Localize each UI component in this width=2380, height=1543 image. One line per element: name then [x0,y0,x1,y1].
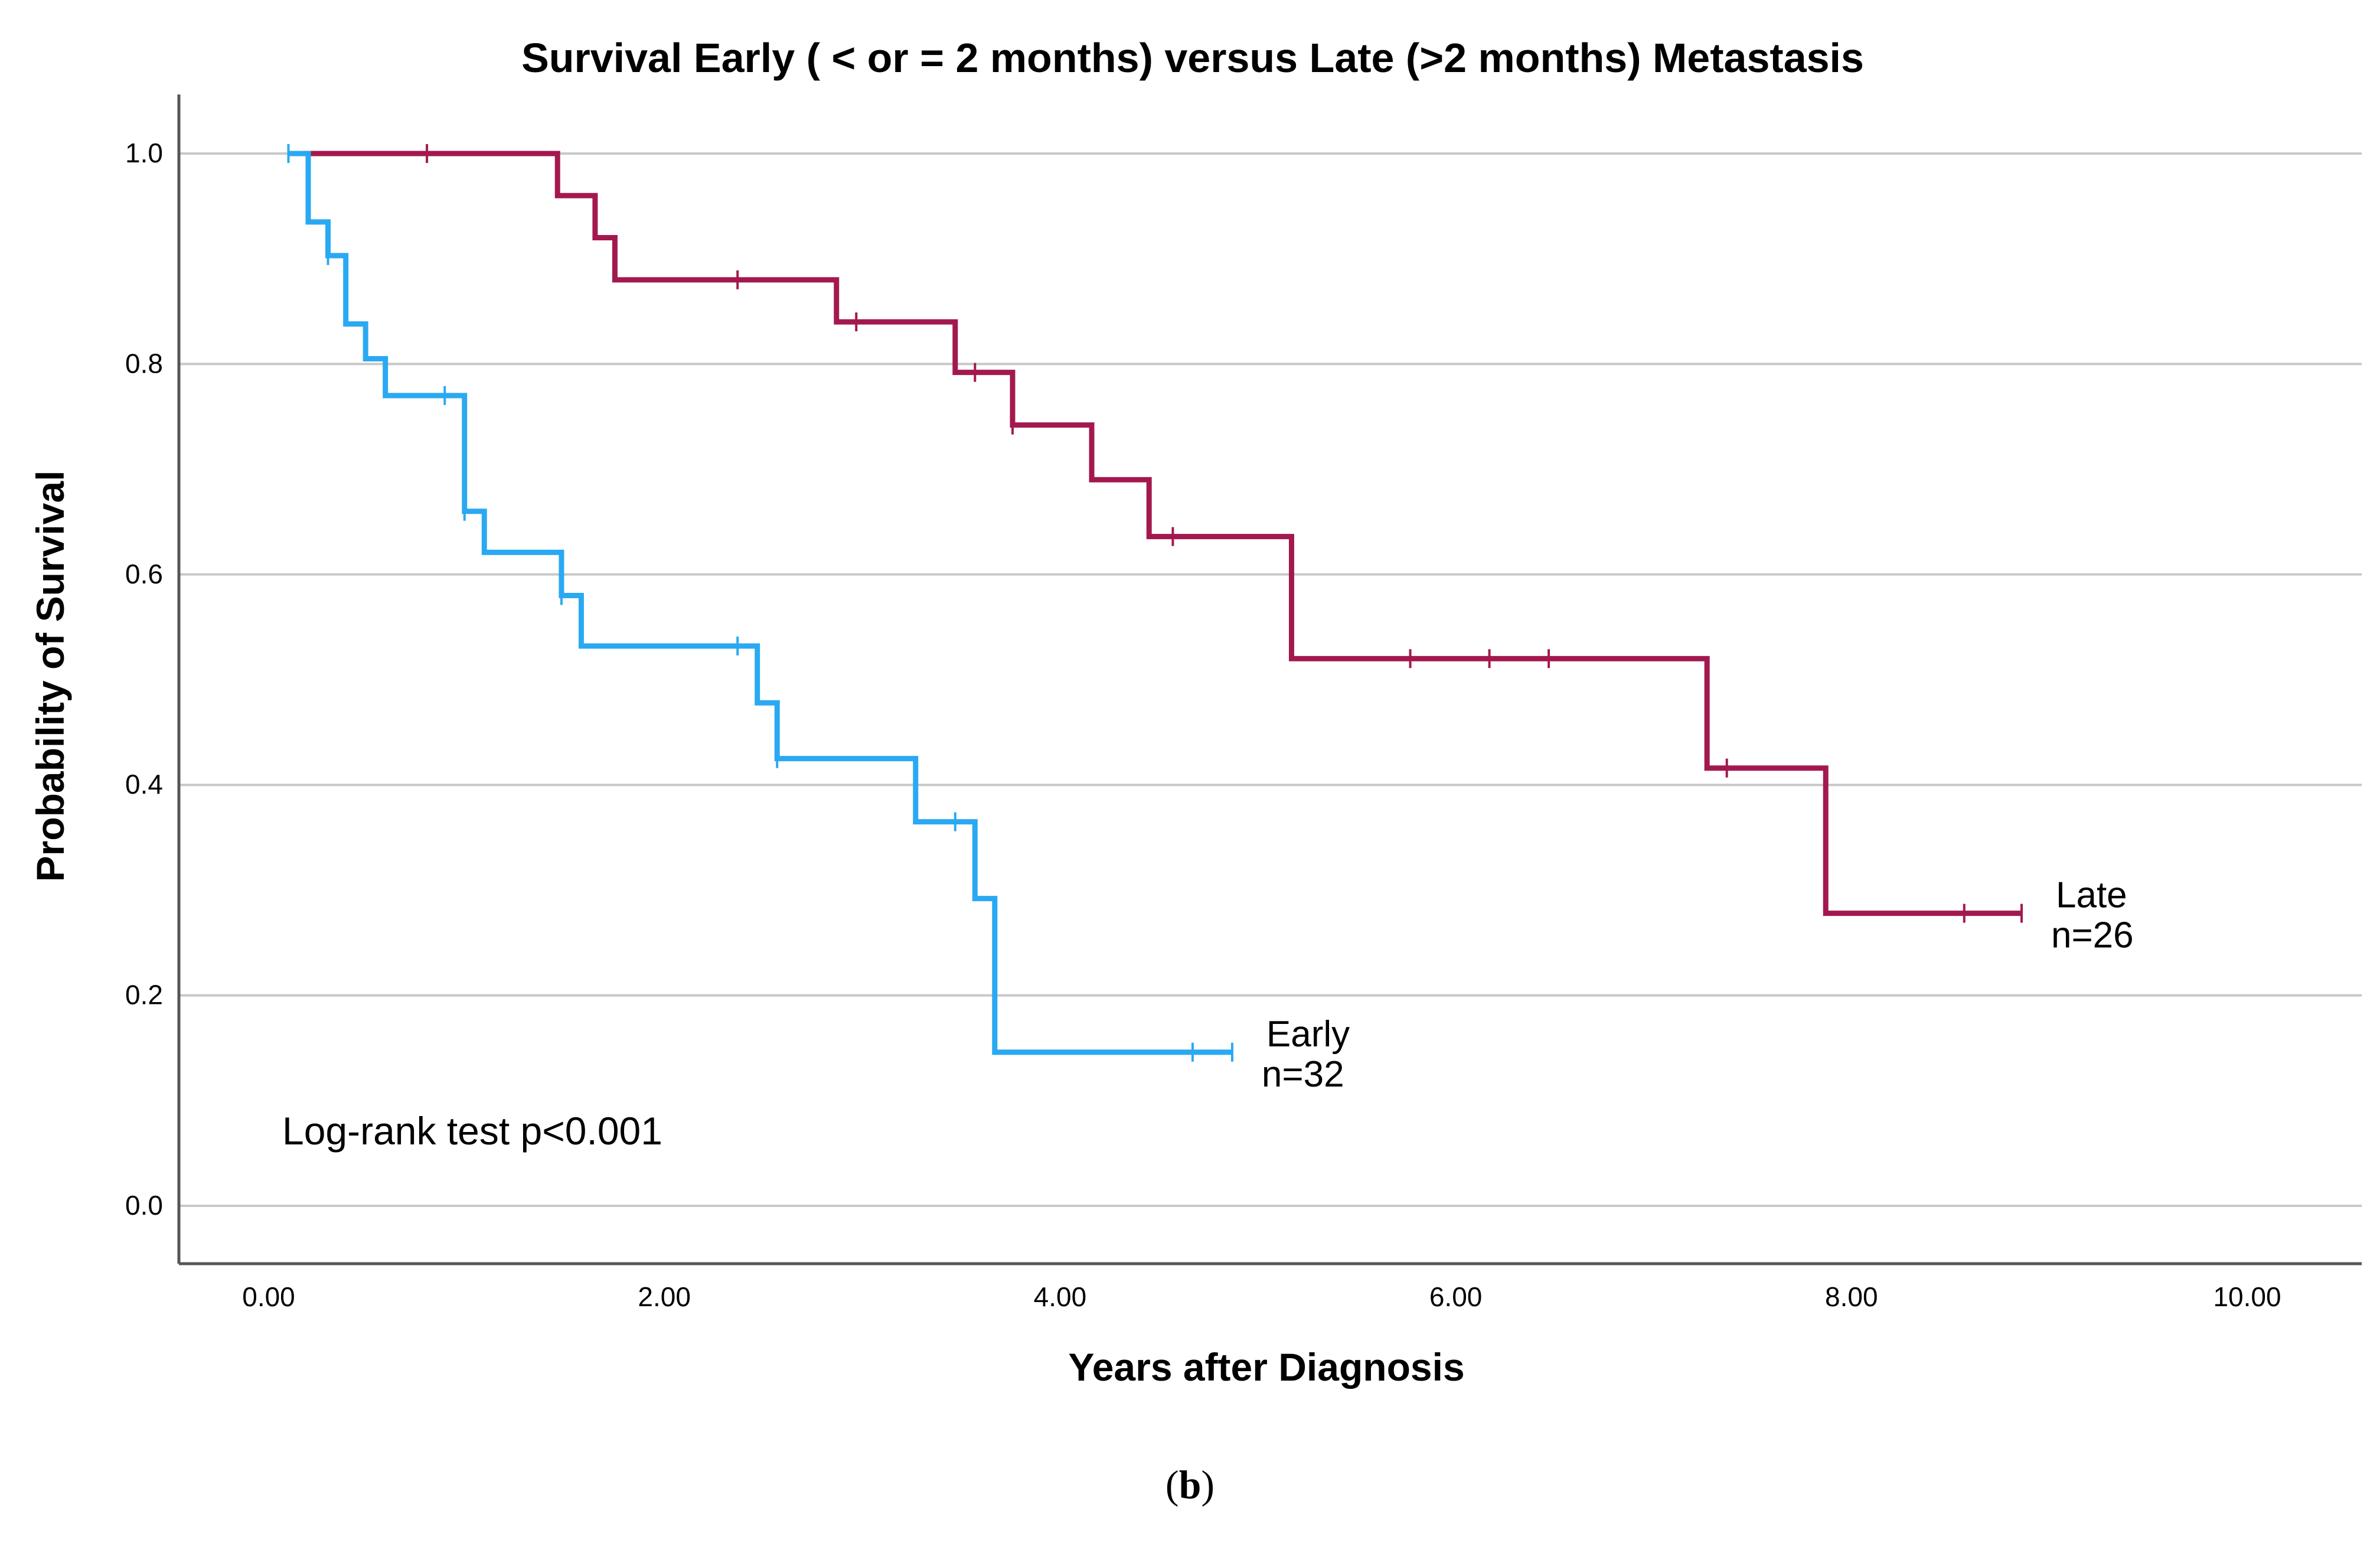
late-survival-line [288,151,2022,916]
y-tick-label-3: 0.6 [125,559,163,589]
early-label-name: Early [1266,1014,1350,1055]
y-tick-label-1: 0.2 [125,980,163,1010]
figure-label-letter: b [1178,1462,1202,1507]
chart-title: Survival Early ( < or = 2 months) versus… [521,35,1864,81]
x-tick-label-5: 10.00 [2213,1281,2281,1312]
logrank-annotation: Log-rank test p<0.001 [282,1109,662,1153]
x-tick-label-1: 2.00 [638,1281,691,1312]
y-tick-label-5: 1.0 [125,138,163,168]
early-survival-line [288,151,1232,1055]
y-axis-title: Probability of Survival [28,471,72,882]
y-tick-label-2: 0.4 [125,769,163,800]
figure-label: (b) [0,1462,2380,1508]
y-tick-label-0: 0.0 [125,1190,163,1221]
y-tick-label-4: 0.8 [125,348,163,379]
figure-label-close: ) [1201,1462,1215,1507]
x-tick-label-3: 6.00 [1429,1281,1483,1312]
x-tick-label-4: 8.00 [1825,1281,1878,1312]
series-layer [287,144,2023,1062]
late-label-n: n=26 [2051,915,2134,956]
x-tick-label-2: 4.00 [1034,1281,1087,1312]
x-axis-title: Years after Diagnosis [1068,1345,1464,1389]
figure-label-open: ( [1165,1462,1179,1507]
late-label-name: Late [2056,875,2127,916]
x-tick-label-0: 0.00 [242,1281,295,1312]
early-label-n: n=32 [1262,1054,1344,1095]
axes: 0.0 0.2 0.4 0.6 0.8 1.0 0.00 2.00 4.00 6.00 8.00 10… [125,94,2362,1312]
